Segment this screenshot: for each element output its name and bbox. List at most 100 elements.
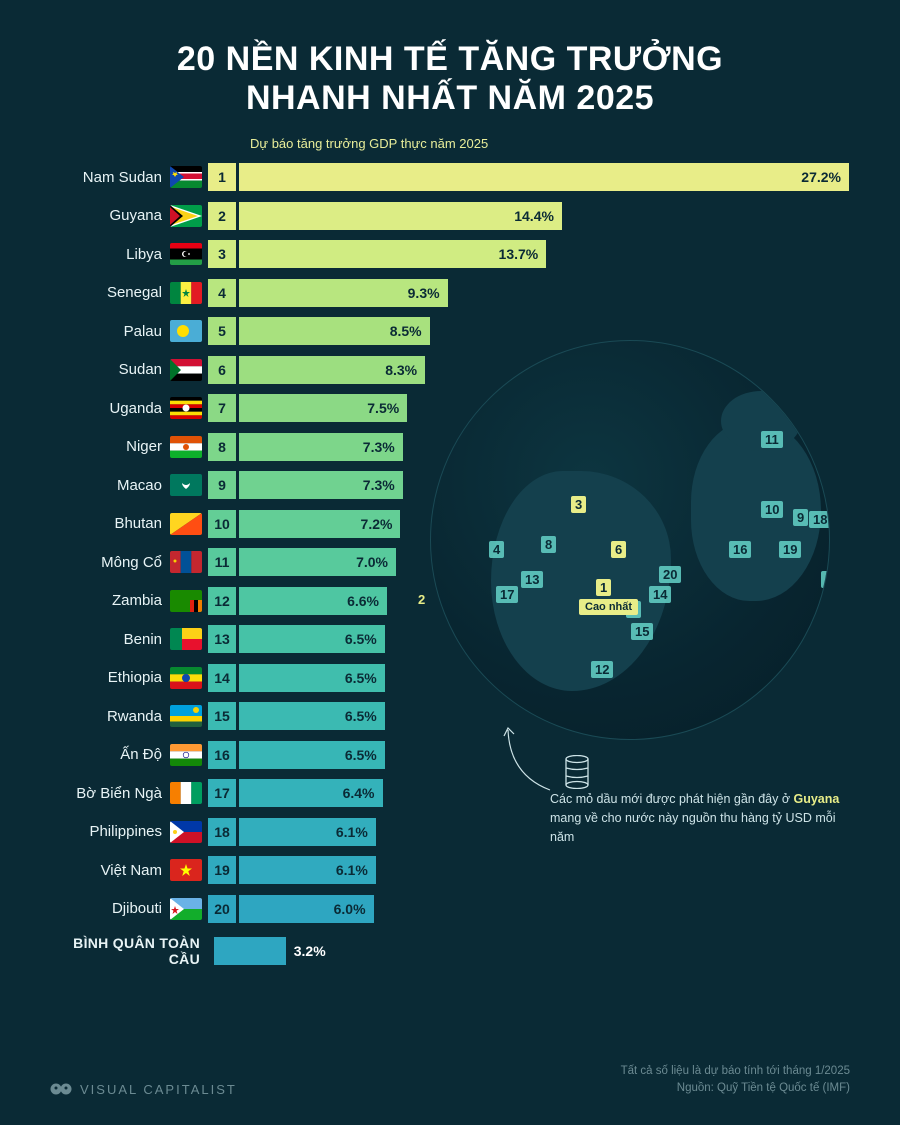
map-marker-guyana: 2 bbox=[418, 592, 425, 607]
map-marker: 10 bbox=[761, 501, 783, 518]
flag-icon bbox=[170, 320, 202, 342]
country-label: Bhutan bbox=[50, 515, 170, 532]
rank-badge: 7 bbox=[208, 394, 236, 422]
country-label: Benin bbox=[50, 631, 170, 648]
rank-badge: 4 bbox=[208, 279, 236, 307]
rank-badge: 5 bbox=[208, 317, 236, 345]
page-title: 20 NỀN KINH TẾ TĂNG TRƯỞNGNHANH NHẤT NĂM… bbox=[50, 40, 850, 118]
avg-bar: 3.2% bbox=[214, 937, 286, 965]
avg-label: BÌNH QUÂN TOÀN CẦU bbox=[50, 935, 208, 967]
flag-icon bbox=[170, 243, 202, 265]
flag-icon bbox=[170, 513, 202, 535]
highest-label: Cao nhất bbox=[579, 599, 638, 615]
country-label: Rwanda bbox=[50, 708, 170, 725]
map-marker: 4 bbox=[489, 541, 504, 558]
bar: 6.0% bbox=[239, 895, 374, 923]
flag-icon bbox=[170, 898, 202, 920]
rank-badge: 16 bbox=[208, 741, 236, 769]
global-avg-row: BÌNH QUÂN TOÀN CẦU 3.2% bbox=[50, 933, 850, 970]
bar: 6.5% bbox=[239, 702, 385, 730]
country-label: Zambia bbox=[50, 592, 170, 609]
country-label: Bờ Biển Ngà bbox=[50, 785, 170, 802]
rank-badge: 10 bbox=[208, 510, 236, 538]
bar: 7.0% bbox=[239, 548, 396, 576]
country-label: Macao bbox=[50, 477, 170, 494]
rank-badge: 13 bbox=[208, 625, 236, 653]
country-label: Senegal bbox=[50, 284, 170, 301]
bar: 7.5% bbox=[239, 394, 407, 422]
map-marker: 12 bbox=[591, 661, 613, 678]
flag-icon bbox=[170, 590, 202, 612]
bar: 13.7% bbox=[239, 240, 546, 268]
bar: 6.4% bbox=[239, 779, 383, 807]
flag-icon bbox=[170, 474, 202, 496]
flag-icon bbox=[170, 282, 202, 304]
country-label: Djibouti bbox=[50, 900, 170, 917]
chart-row: Djibouti 20 6.0% bbox=[50, 891, 850, 928]
flag-icon bbox=[170, 705, 202, 727]
country-label: Guyana bbox=[50, 207, 170, 224]
bar: 6.5% bbox=[239, 741, 385, 769]
bar: 6.5% bbox=[239, 625, 385, 653]
bar: 7.2% bbox=[239, 510, 400, 538]
rank-badge: 6 bbox=[208, 356, 236, 384]
oil-barrel-icon bbox=[564, 755, 590, 789]
arrow-icon bbox=[490, 720, 570, 800]
map-marker: 13 bbox=[521, 571, 543, 588]
flag-icon bbox=[170, 436, 202, 458]
map-marker: 20 bbox=[659, 566, 681, 583]
flag-icon bbox=[170, 628, 202, 650]
rank-badge: 18 bbox=[208, 818, 236, 846]
country-label: Việt Nam bbox=[50, 862, 170, 879]
chart-row: Nam Sudan 1 27.2% bbox=[50, 159, 850, 196]
flag-icon bbox=[170, 397, 202, 419]
bar: 7.3% bbox=[239, 433, 403, 461]
bar: 6.1% bbox=[239, 818, 376, 846]
brand-logo: VISUAL CAPITALIST bbox=[50, 1081, 237, 1097]
map-marker: 15 bbox=[631, 623, 653, 640]
map-marker: 1 bbox=[596, 579, 611, 596]
country-label: Nam Sudan bbox=[50, 169, 170, 186]
country-label: Ethiopia bbox=[50, 669, 170, 686]
map-marker: 11 bbox=[761, 431, 783, 448]
country-label: Ấn Độ bbox=[50, 746, 170, 763]
logo-icon bbox=[50, 1081, 72, 1097]
map-marker: 19 bbox=[779, 541, 801, 558]
flag-icon bbox=[170, 782, 202, 804]
chart-row: Việt Nam 19 6.1% bbox=[50, 852, 850, 889]
country-label: Uganda bbox=[50, 400, 170, 417]
country-label: Libya bbox=[50, 246, 170, 263]
country-label: Palau bbox=[50, 323, 170, 340]
rank-badge: 2 bbox=[208, 202, 236, 230]
country-label: Niger bbox=[50, 438, 170, 455]
bar: 8.3% bbox=[239, 356, 425, 384]
map-marker: 17 bbox=[496, 586, 518, 603]
country-label: Philippines bbox=[50, 823, 170, 840]
bar: 6.1% bbox=[239, 856, 376, 884]
rank-badge: 8 bbox=[208, 433, 236, 461]
country-label: Sudan bbox=[50, 361, 170, 378]
bar: 6.5% bbox=[239, 664, 385, 692]
rank-badge: 3 bbox=[208, 240, 236, 268]
bar: 14.4% bbox=[239, 202, 562, 230]
rank-badge: 20 bbox=[208, 895, 236, 923]
map-marker: 18 bbox=[809, 511, 830, 528]
bar: 6.6% bbox=[239, 587, 387, 615]
bar: 8.5% bbox=[239, 317, 430, 345]
flag-icon bbox=[170, 359, 202, 381]
rank-badge: 19 bbox=[208, 856, 236, 884]
rank-badge: 12 bbox=[208, 587, 236, 615]
map-marker: 9 bbox=[793, 509, 808, 526]
map-marker: 16 bbox=[729, 541, 751, 558]
map-marker: 5 bbox=[821, 571, 830, 588]
rank-badge: 11 bbox=[208, 548, 236, 576]
chart-row: Guyana 2 14.4% bbox=[50, 198, 850, 235]
flag-icon bbox=[170, 166, 202, 188]
chart-subtitle: Dự báo tăng trưởng GDP thực năm 2025 bbox=[250, 136, 850, 151]
bar: 7.3% bbox=[239, 471, 403, 499]
bar: 9.3% bbox=[239, 279, 448, 307]
country-label: Mông Cổ bbox=[50, 554, 170, 571]
annotation-text: Các mỏ dầu mới được phát hiện gần đây ở … bbox=[550, 790, 850, 846]
chart-row: Libya 3 13.7% bbox=[50, 236, 850, 273]
flag-icon bbox=[170, 744, 202, 766]
